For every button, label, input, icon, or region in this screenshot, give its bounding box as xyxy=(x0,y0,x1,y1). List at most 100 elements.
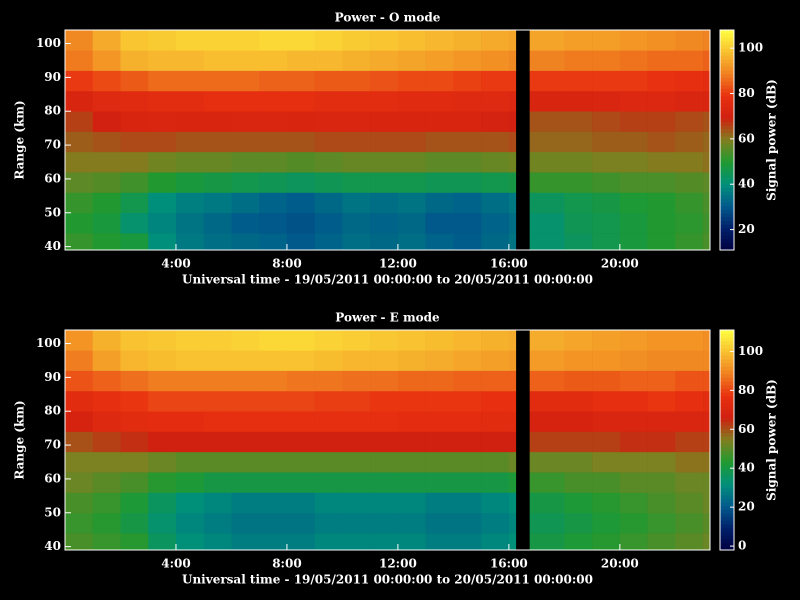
colorbar-segment xyxy=(720,239,734,243)
heatmap-cell xyxy=(675,330,704,351)
colorbar-segment xyxy=(720,491,734,496)
heatmap-cell xyxy=(286,390,315,412)
heatmap-cell xyxy=(314,30,343,51)
heatmap-cell xyxy=(647,212,676,234)
heatmap-cell xyxy=(65,90,94,112)
heatmap-cell xyxy=(342,431,371,453)
heatmap-cell xyxy=(259,411,288,432)
heatmap-cell xyxy=(703,512,711,534)
heatmap-cell xyxy=(453,50,482,71)
heatmap-cell xyxy=(397,512,426,534)
heatmap-cell xyxy=(564,411,593,432)
heatmap-cell xyxy=(342,350,371,371)
heatmap-cell xyxy=(481,233,510,251)
heatmap-cell xyxy=(647,172,676,193)
heatmap-cell xyxy=(592,492,621,514)
heatmap-cell xyxy=(529,512,565,534)
heatmap-cell xyxy=(120,390,149,412)
colorbar-segment xyxy=(720,231,734,236)
x-tick-label: 12:00 xyxy=(379,257,417,271)
heatmap-cell xyxy=(703,451,711,473)
heatmap-cell xyxy=(564,492,593,514)
colorbar-segment xyxy=(720,132,734,137)
heatmap-cell xyxy=(647,390,676,412)
heatmap-cell xyxy=(453,172,482,193)
heatmap-cell xyxy=(592,472,621,493)
heatmap-cell xyxy=(231,431,260,453)
heatmap-cell xyxy=(647,192,676,214)
heatmap-cell xyxy=(342,151,371,173)
heatmap-cell xyxy=(342,70,371,92)
heatmap-cell xyxy=(508,233,517,251)
heatmap-cell xyxy=(619,451,648,473)
heatmap-cell xyxy=(259,233,288,251)
heatmap-cell xyxy=(508,533,517,551)
heatmap-cell xyxy=(65,431,94,453)
heatmap-cell xyxy=(529,390,565,412)
colorbar-segment xyxy=(720,147,734,152)
heatmap-cell xyxy=(286,370,315,392)
colorbar-segment xyxy=(720,333,734,338)
heatmap-cell xyxy=(647,111,676,132)
heatmap-cell xyxy=(592,390,621,412)
colorbar-segment xyxy=(720,180,734,185)
heatmap-cell xyxy=(148,172,177,193)
heatmap-cell xyxy=(453,131,482,153)
colorbar-segment xyxy=(720,136,734,141)
heatmap-cell xyxy=(286,212,315,234)
colorbar-segment xyxy=(720,242,734,247)
heatmap-cell xyxy=(481,533,510,551)
heatmap-cell xyxy=(65,233,94,251)
heatmap-cell xyxy=(231,472,260,493)
heatmap-cell xyxy=(120,131,149,153)
heatmap-cell xyxy=(647,30,676,51)
heatmap-cell xyxy=(314,330,343,351)
heatmap-cell xyxy=(286,233,315,251)
heatmap-cell xyxy=(259,390,288,412)
heatmap-cell xyxy=(508,70,517,92)
heatmap-cell xyxy=(619,111,648,132)
heatmap-cell xyxy=(203,172,232,193)
heatmap-cell xyxy=(120,111,149,132)
colorbar-segment xyxy=(720,374,734,378)
colorbar-segment xyxy=(720,55,734,60)
colorbar-segment xyxy=(720,370,734,375)
colorbar-segment xyxy=(720,173,734,177)
heatmap-cell xyxy=(175,451,205,473)
colorbar-segment xyxy=(720,59,734,64)
heatmap-cell xyxy=(453,70,482,92)
heatmap-cell xyxy=(529,350,565,371)
heatmap-cell xyxy=(675,492,704,514)
heatmap-cell xyxy=(481,390,510,412)
heatmap-cell xyxy=(120,533,149,551)
heatmap-cell xyxy=(148,370,177,392)
heatmap-cell xyxy=(370,411,399,432)
heatmap-cell xyxy=(120,411,149,432)
heatmap-cell xyxy=(259,472,288,493)
heatmap-cell xyxy=(675,90,704,112)
heatmap-cell xyxy=(675,212,704,234)
heatmap-cell xyxy=(148,111,177,132)
heatmap-cell xyxy=(370,90,399,112)
colorbar-segment xyxy=(720,421,734,426)
colorbar-segment xyxy=(720,30,734,34)
heatmap-cell xyxy=(342,192,371,214)
heatmap-cell xyxy=(65,390,94,412)
heatmap-cell xyxy=(481,50,510,71)
heatmap-cell xyxy=(453,411,482,432)
heatmap-cell xyxy=(231,492,260,514)
colorbar-tick-label: 40 xyxy=(738,177,755,191)
colorbar-segment xyxy=(720,246,734,251)
heatmap-cell xyxy=(65,350,94,371)
heatmap-cell xyxy=(314,390,343,412)
heatmap-cell xyxy=(203,411,232,432)
colorbar-segment xyxy=(720,191,734,196)
heatmap-cell xyxy=(397,431,426,453)
heatmap-cell xyxy=(564,30,593,51)
heatmap-cell xyxy=(286,533,315,551)
heatmap-cell xyxy=(259,151,288,173)
colorbar-segment xyxy=(720,33,734,38)
heatmap-cell xyxy=(425,90,454,112)
colorbar-segment xyxy=(720,224,734,229)
colorbar-segment xyxy=(720,330,734,334)
